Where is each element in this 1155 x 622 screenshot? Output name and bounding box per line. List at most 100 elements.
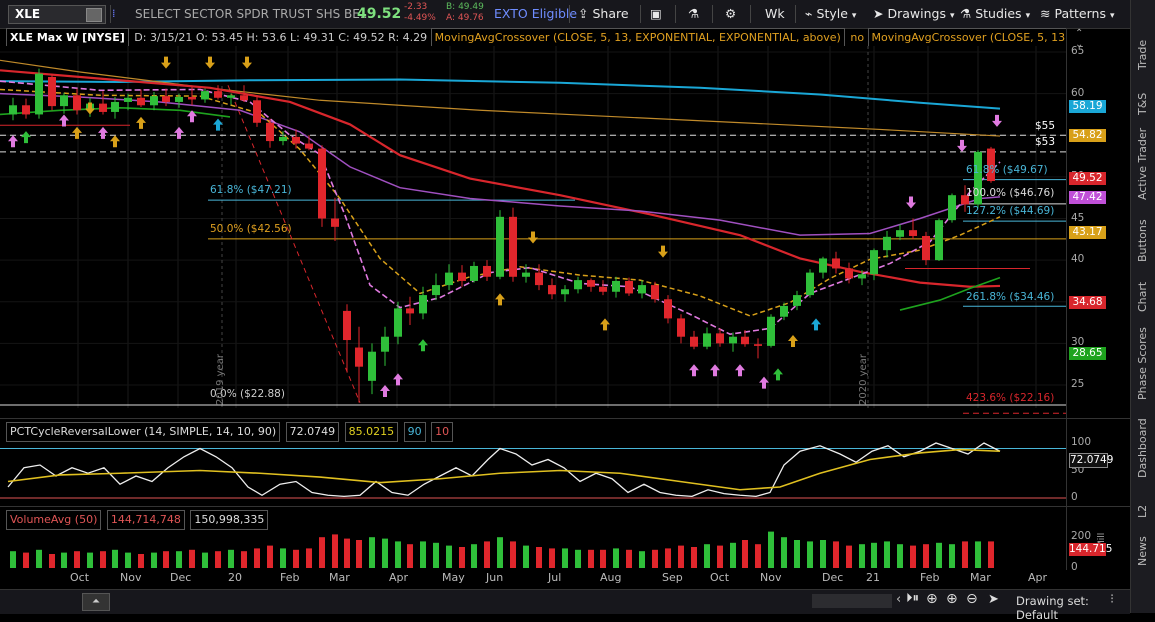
volume-bar: [523, 545, 529, 568]
signal-arrow-down: [161, 56, 171, 69]
exto-eligible-link[interactable]: EXTO Eligible: [494, 6, 578, 21]
candle-body: [124, 97, 132, 102]
chart-title: XLE Max W [NYSE]: [6, 28, 129, 46]
volume-bar: [241, 551, 247, 568]
month-label: 20: [228, 571, 242, 584]
flask-icon: ⚗: [960, 6, 972, 21]
zoom-fit-icon[interactable]: ⏵⏸: [906, 591, 919, 606]
flask-icon[interactable]: ⚗: [688, 6, 700, 21]
candle-body: [677, 318, 685, 337]
month-label: Jul: [548, 571, 562, 584]
gear-icon[interactable]: ⚙: [725, 6, 737, 21]
divider: [640, 5, 641, 23]
candle-body: [201, 91, 209, 100]
scroll-left-icon[interactable]: ‹: [896, 592, 902, 607]
expand-panel-icon[interactable]: ⏶: [82, 593, 110, 611]
candle-body: [754, 344, 762, 346]
oscillator-value-4: 10: [431, 422, 454, 442]
zoom-out-icon[interactable]: ⊖: [966, 591, 978, 607]
chevron-down-icon: ▾: [949, 11, 955, 21]
month-label: Aug: [600, 571, 622, 584]
divider: [569, 5, 570, 23]
candle-body: [253, 100, 261, 123]
studies-button[interactable]: ⚗ Studies ▾: [960, 4, 1030, 24]
month-label: Nov: [120, 571, 142, 584]
chevron-down-icon[interactable]: [86, 8, 102, 22]
panel-divider[interactable]: [0, 506, 1130, 507]
candle-body: [522, 272, 530, 277]
volume-bar: [293, 549, 299, 568]
detach-icon[interactable]: ▣: [650, 6, 662, 21]
more-icon[interactable]: ⁝: [1110, 592, 1115, 607]
month-label: Mar: [329, 571, 350, 584]
volume-bar: [717, 545, 723, 568]
volume-bar: [344, 538, 350, 568]
month-label: 21: [866, 571, 880, 584]
signal-arrow-down: [658, 245, 668, 258]
month-label: Apr: [389, 571, 409, 584]
style-button[interactable]: ⌁ Style ▾: [805, 4, 856, 24]
signal-arrow-up: [136, 116, 146, 129]
sidebar-tab-label: T&S: [1136, 92, 1149, 115]
right-sidebar: Trade T&S Active Trader Buttons Chart Phase S…: [1130, 0, 1155, 613]
osc-tick-label: 0: [1071, 491, 1078, 503]
month-label: Jun: [486, 571, 504, 584]
signal-arrow-up: [187, 110, 197, 123]
signal-arrow-up: [8, 135, 18, 148]
cursor-icon: ➤: [873, 6, 884, 21]
bid-price: B: 49.49: [446, 2, 484, 12]
signal-arrow-up: [213, 118, 223, 131]
horizontal-scrollbar[interactable]: [812, 594, 892, 608]
volume-bar: [781, 537, 787, 568]
symbol-text: XLE: [15, 7, 41, 21]
patterns-button[interactable]: ≋ Patterns ▾: [1040, 4, 1114, 24]
chart-toolbar: XLE ⁞ SELECT SECTOR SPDR TRUST SHS BE...…: [0, 0, 1130, 29]
candle-body: [445, 272, 453, 286]
candle-body: [974, 151, 982, 205]
oscillator-chart[interactable]: [0, 438, 1130, 503]
link-icon[interactable]: ⁞: [112, 7, 116, 20]
volume-bar: [652, 549, 658, 568]
volume-bar: [820, 540, 826, 568]
price-grid: [0, 46, 1066, 408]
volume-bar: [562, 548, 568, 568]
signal-arrow-up: [110, 135, 120, 148]
volume-study-name[interactable]: VolumeAvg (50): [6, 510, 102, 530]
volume-tick-label: 200: [1071, 530, 1092, 543]
panel-divider[interactable]: [0, 418, 1130, 419]
price-tick-label: 60: [1071, 86, 1085, 99]
timeframe-button[interactable]: Wk: [765, 6, 785, 21]
signal-arrow-up: [495, 293, 505, 306]
sidebar-tab-label: News: [1136, 536, 1149, 566]
signal-arrow-up: [788, 335, 798, 348]
price-chart[interactable]: [0, 46, 1130, 416]
candle-body: [690, 336, 698, 347]
signal-arrow-up: [393, 373, 403, 386]
symbol-selector[interactable]: XLE: [8, 5, 106, 24]
candle-body: [767, 316, 775, 346]
candle-body: [111, 101, 119, 112]
volume-bar: [215, 551, 221, 568]
volume-bar: [833, 541, 839, 568]
collapse-icon[interactable]: ⌃ ⌄: [1075, 28, 1084, 50]
sidebar-tab-label: Active Trader: [1136, 127, 1149, 200]
volume-avg-value: 150,998,335: [190, 510, 269, 530]
volume-bar: [433, 542, 439, 568]
volume-bar: [332, 534, 338, 568]
share-button[interactable]: ⇪ Share: [578, 4, 629, 24]
volume-bar: [575, 549, 581, 568]
study-label-2[interactable]: MovingAvgCrossover (CLOSE, 5, 13,...: [867, 28, 1066, 46]
cursor-icon[interactable]: ➤: [988, 592, 999, 607]
candle-body: [883, 236, 891, 251]
month-label: Apr: [1028, 571, 1048, 584]
volume-bar: [678, 545, 684, 568]
volume-chart[interactable]: [0, 526, 1130, 570]
zoom-in-icon[interactable]: ⊕: [946, 591, 958, 607]
drawings-button[interactable]: ➤ Drawings ▾: [873, 4, 954, 24]
volume-bar: [975, 541, 981, 568]
crosshair-icon[interactable]: ⊕: [926, 591, 938, 607]
candle-body: [948, 195, 956, 221]
study-label-1[interactable]: MovingAvgCrossover (CLOSE, 5, 13, EXPONE…: [430, 28, 845, 46]
sidebar-tab-label: Dashboard: [1136, 418, 1149, 478]
oscillator-name[interactable]: PCTCycleReversalLower (14, SIMPLE, 14, 1…: [6, 422, 281, 442]
